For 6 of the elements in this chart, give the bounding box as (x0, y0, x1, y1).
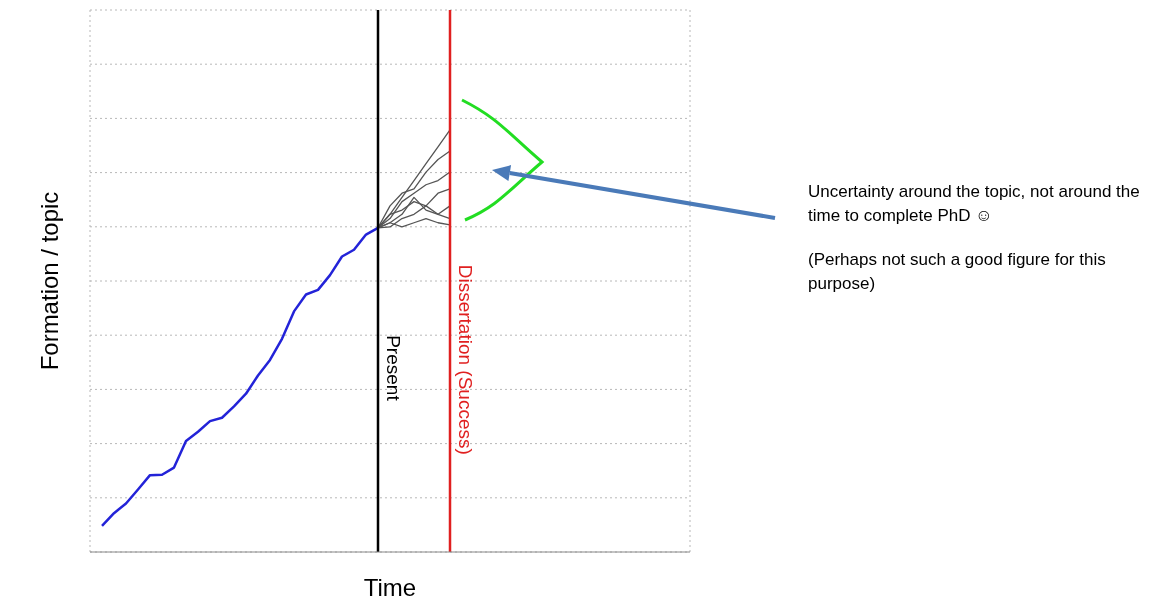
text: Dissertation (Success) (454, 264, 476, 455)
text: Present (382, 335, 404, 401)
x-axis-title: Time (362, 574, 418, 602)
y-axis-title: Formation / topic (36, 191, 64, 371)
text: (Perhaps not such a good figure for this purpose) (808, 249, 1107, 295)
text: Uncertainty around the topic, not around the time to complete PhD ☺ (808, 181, 1141, 227)
